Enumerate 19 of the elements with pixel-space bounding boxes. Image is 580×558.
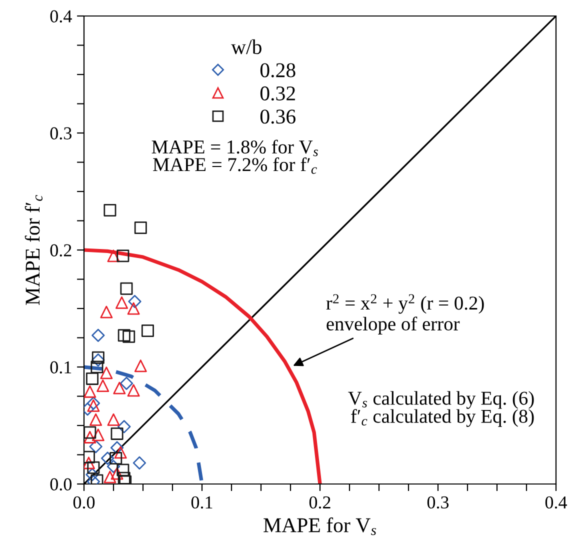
y-tick-label: 0.0 <box>50 478 72 491</box>
x-tick-label: 0.0 <box>73 496 95 509</box>
legend-label: 0.32 <box>260 86 295 101</box>
legend-label: 0.36 <box>260 110 296 124</box>
x-tick-label: 0.3 <box>427 496 449 509</box>
x-tick-label: 0.2 <box>309 496 330 509</box>
x-axis-title: MAPE for V$_{s}$ <box>264 517 376 536</box>
annotation: MAPE = 1.8% for V$_{s}$ MAPE = 7.2% for f′$_{c}$ <box>152 140 318 174</box>
x-tick-label: 0.4 <box>545 496 568 509</box>
annotation: r$^{2}$ = x$^{2}$ + y$^{2}$ (r = 0.2) envelope of error <box>326 294 484 334</box>
legend-label: 0.28 <box>260 63 296 78</box>
annotation: V$_{s}$ calculated by Eq. (6) f′$_{c}$ calculated by Eq. (8) <box>348 391 534 427</box>
y-axis-title: MAPE for f′$_{c}$ <box>24 195 43 306</box>
x-tick-label: 0.1 <box>191 496 212 509</box>
y-tick-label: 0.4 <box>50 10 72 23</box>
y-tick-label: 0.2 <box>50 244 72 257</box>
y-tick-label: 0.3 <box>50 127 72 140</box>
legend-title: w/b <box>231 39 262 54</box>
y-tick-label: 0.1 <box>50 361 72 374</box>
